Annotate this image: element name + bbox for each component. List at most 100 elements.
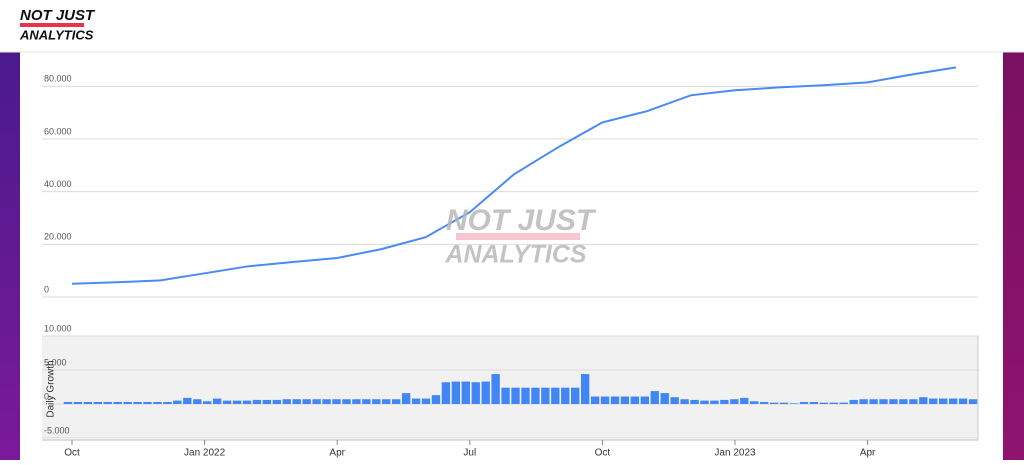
bar bbox=[481, 381, 490, 404]
bar bbox=[173, 400, 182, 404]
bar bbox=[740, 397, 749, 404]
y-tick-label: 10.000 bbox=[44, 323, 72, 333]
right-border bbox=[1003, 52, 1024, 460]
bar bbox=[362, 399, 371, 404]
bar bbox=[919, 397, 928, 404]
bar bbox=[312, 399, 321, 404]
bar bbox=[232, 400, 242, 404]
y-tick-label: 40.000 bbox=[44, 179, 72, 189]
x-tick-label: Jul bbox=[463, 448, 476, 459]
bar bbox=[968, 399, 978, 404]
bar bbox=[392, 399, 401, 404]
y-tick-label: 60.000 bbox=[44, 126, 72, 136]
bar bbox=[83, 401, 93, 404]
y-axis-title: Daily Growth bbox=[46, 360, 57, 417]
bar bbox=[829, 402, 838, 404]
bar bbox=[292, 399, 301, 404]
bar bbox=[372, 399, 381, 404]
bar bbox=[670, 397, 679, 404]
bar bbox=[153, 401, 162, 404]
bar bbox=[939, 398, 948, 404]
bar bbox=[809, 401, 819, 404]
bar bbox=[282, 399, 291, 404]
bar bbox=[879, 399, 888, 404]
bar bbox=[769, 402, 779, 404]
bar bbox=[561, 387, 570, 404]
bar bbox=[660, 393, 669, 404]
bar bbox=[511, 387, 520, 404]
bar bbox=[73, 401, 83, 404]
bar bbox=[322, 399, 331, 404]
y-tick-label: -5.000 bbox=[44, 425, 70, 435]
bar bbox=[750, 401, 759, 404]
bar bbox=[929, 398, 938, 404]
bar bbox=[700, 400, 709, 404]
lower-panel bbox=[42, 336, 978, 438]
bar bbox=[203, 401, 212, 404]
y-tick-label: 0 bbox=[44, 284, 49, 294]
x-tick-label: Jan 2022 bbox=[184, 448, 226, 459]
bar bbox=[720, 399, 729, 404]
bar bbox=[650, 391, 659, 404]
plots: 0 20.000 40.000 60.000 80.000 -5.000 0 5.000 10.… bbox=[42, 66, 979, 459]
logo-bottom[interactable]: ANALYTICS bbox=[19, 27, 94, 42]
bar bbox=[163, 401, 172, 404]
bar bbox=[143, 401, 152, 404]
bar bbox=[571, 387, 580, 404]
bar bbox=[302, 399, 311, 404]
bar bbox=[859, 399, 868, 404]
bar bbox=[710, 400, 719, 404]
bar bbox=[183, 397, 192, 404]
bar bbox=[620, 396, 630, 404]
bar bbox=[63, 401, 73, 404]
bar bbox=[332, 399, 341, 404]
bar bbox=[541, 387, 550, 404]
bar bbox=[491, 374, 500, 404]
bar bbox=[580, 374, 590, 404]
bar bbox=[958, 398, 968, 404]
bar bbox=[948, 398, 958, 404]
x-tick-label: Apr bbox=[329, 448, 345, 459]
bar bbox=[551, 387, 560, 404]
watermark-bar bbox=[456, 233, 580, 240]
watermark-top: NOT JUST bbox=[446, 204, 597, 237]
bar bbox=[889, 399, 898, 404]
bar bbox=[799, 401, 809, 404]
bar bbox=[113, 401, 122, 404]
bar bbox=[640, 396, 649, 404]
bar bbox=[103, 401, 112, 404]
bar bbox=[789, 403, 799, 404]
line bbox=[71, 66, 957, 285]
bar bbox=[690, 399, 699, 404]
bar bbox=[819, 402, 829, 404]
bar bbox=[600, 396, 610, 404]
bar bbox=[521, 387, 530, 404]
bar bbox=[441, 382, 451, 404]
bar bbox=[610, 396, 620, 404]
bar bbox=[242, 400, 252, 404]
y-tick-label: 5.000 bbox=[44, 357, 67, 367]
bar bbox=[899, 399, 908, 404]
bar bbox=[382, 399, 391, 404]
bar bbox=[849, 399, 858, 404]
bar bbox=[869, 399, 878, 404]
bar bbox=[590, 396, 600, 404]
bar bbox=[779, 402, 789, 404]
bar bbox=[531, 387, 540, 404]
bar bbox=[431, 395, 441, 404]
bar bbox=[193, 399, 202, 404]
bar bbox=[421, 398, 431, 404]
bar bbox=[93, 401, 102, 404]
bar bbox=[133, 401, 142, 404]
logo-top[interactable]: NOT JUST bbox=[20, 7, 96, 24]
bar bbox=[630, 396, 640, 404]
bar bbox=[759, 401, 769, 404]
bar bbox=[262, 399, 272, 404]
bar bbox=[272, 399, 282, 404]
bar bbox=[909, 399, 918, 404]
bar bbox=[252, 399, 262, 404]
bar bbox=[680, 399, 689, 404]
bar bbox=[222, 400, 232, 404]
